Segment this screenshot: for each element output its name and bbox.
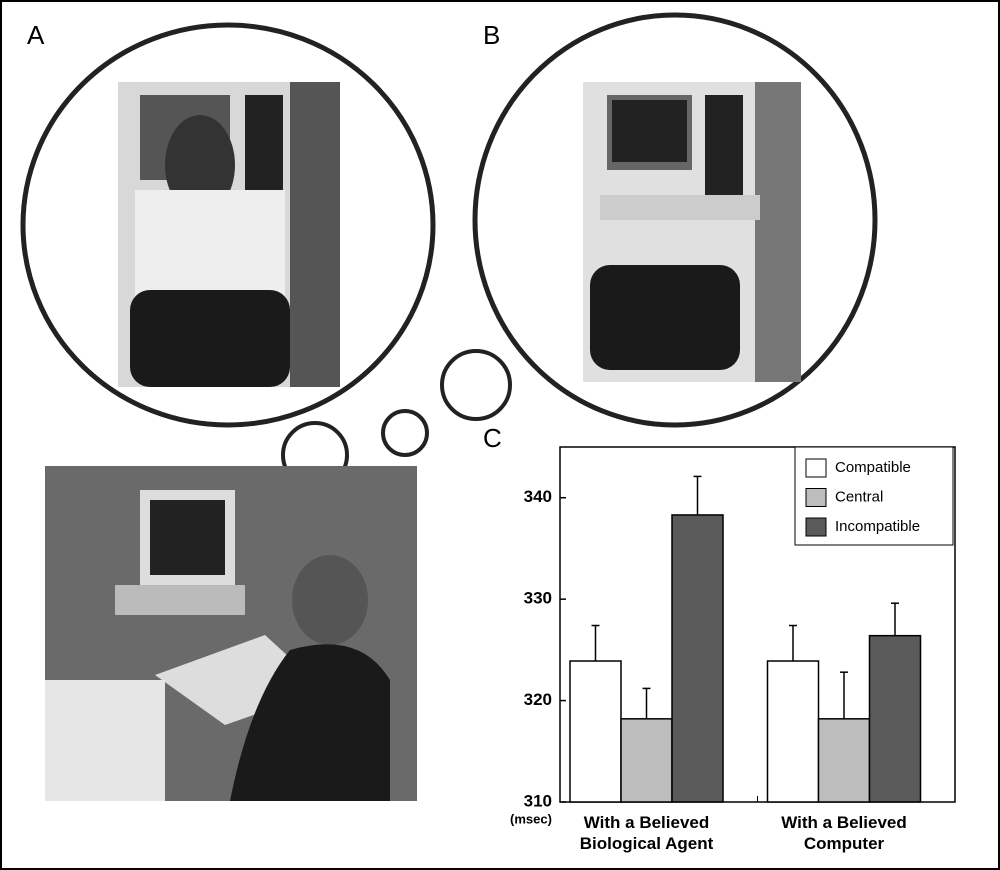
bar	[768, 661, 819, 802]
figure: A B C 310 320 330 340 (msec) Compatible Centra…	[0, 0, 1000, 870]
legend-label: Incompatible	[835, 518, 920, 535]
photo-eeg	[45, 466, 417, 801]
panel-label: B	[483, 20, 500, 50]
legend-label: Central	[835, 488, 883, 505]
panel-label: A	[27, 20, 45, 50]
bar	[672, 515, 723, 802]
y-tick-label: 330	[524, 589, 552, 608]
bar	[570, 661, 621, 802]
bar	[870, 636, 921, 802]
legend-swatch	[806, 489, 826, 507]
bar	[621, 719, 672, 802]
y-tick-label: 340	[524, 487, 552, 506]
legend: Compatible Central Incompatible	[795, 447, 953, 545]
figure-canvas: A B C 310 320 330 340 (msec) Compatible Centra…	[0, 0, 1000, 870]
y-axis-label: (msec)	[510, 811, 552, 826]
bar-chart: 310 320 330 340 (msec) Compatible Central Incom…	[510, 447, 955, 826]
legend-swatch	[806, 518, 826, 536]
y-tick-label: 320	[524, 690, 552, 709]
panel-label: C	[483, 423, 502, 453]
legend-swatch	[806, 459, 826, 477]
y-tick-label: 310	[524, 791, 552, 810]
photo-b	[583, 82, 801, 382]
x-tick-label: With a Believed Biological Agent	[562, 812, 732, 854]
bar	[819, 719, 870, 802]
photo-a	[118, 82, 340, 387]
legend-label: Compatible	[835, 459, 911, 476]
x-tick-label: With a Believed Computer	[759, 812, 929, 854]
